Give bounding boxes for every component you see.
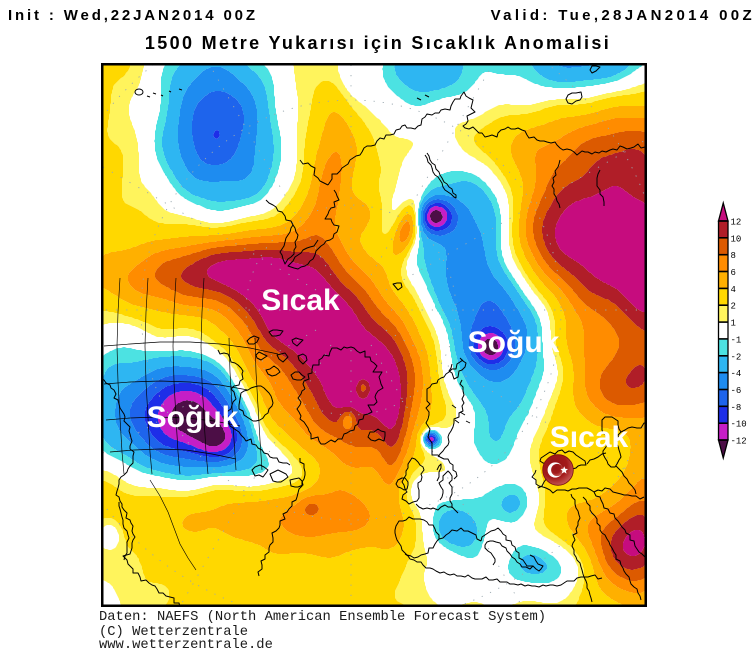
svg-text:8: 8	[731, 251, 736, 261]
svg-text:-12: -12	[731, 437, 747, 447]
svg-text:-2: -2	[731, 352, 742, 362]
svg-text:-4: -4	[731, 369, 742, 379]
svg-text:-1: -1	[731, 335, 742, 345]
svg-text:4: 4	[731, 285, 736, 295]
svg-text:12: 12	[731, 218, 742, 228]
svg-text:-10: -10	[731, 420, 747, 430]
svg-text:-8: -8	[731, 403, 742, 413]
svg-text:2: 2	[731, 302, 736, 312]
svg-text:1: 1	[731, 319, 736, 329]
svg-text:6: 6	[731, 268, 736, 278]
svg-text:-6: -6	[731, 386, 742, 396]
svg-text:10: 10	[731, 234, 742, 244]
